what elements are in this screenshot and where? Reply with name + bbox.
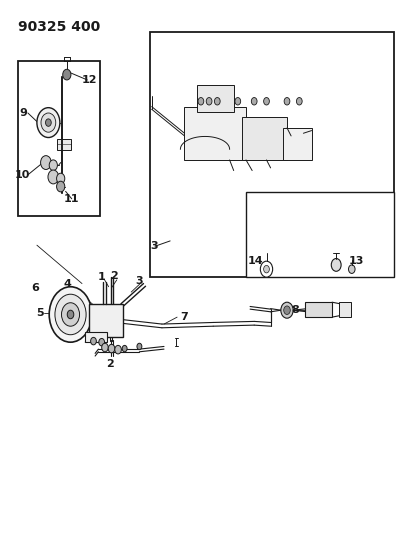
Circle shape	[49, 287, 92, 342]
Circle shape	[234, 98, 240, 105]
Circle shape	[283, 306, 290, 314]
Text: 10: 10	[15, 170, 30, 180]
Circle shape	[283, 98, 289, 105]
Circle shape	[37, 108, 60, 138]
Bar	[18, 61, 100, 216]
Circle shape	[48, 170, 58, 184]
Circle shape	[49, 160, 57, 171]
Circle shape	[40, 156, 51, 169]
Text: 11: 11	[64, 194, 79, 204]
Circle shape	[63, 69, 71, 80]
Bar	[89, 304, 123, 337]
Circle shape	[263, 98, 269, 105]
Circle shape	[251, 98, 256, 105]
Circle shape	[101, 343, 108, 352]
Bar	[56, 139, 70, 150]
Circle shape	[296, 98, 301, 105]
Text: 4: 4	[63, 279, 72, 288]
Circle shape	[214, 98, 220, 105]
Text: 90325 400: 90325 400	[18, 20, 101, 34]
Circle shape	[263, 265, 269, 273]
Circle shape	[206, 98, 211, 105]
Text: 1: 1	[98, 272, 105, 282]
Circle shape	[348, 265, 354, 273]
Bar	[282, 128, 311, 160]
Bar	[196, 85, 233, 112]
Circle shape	[45, 119, 51, 126]
Bar	[241, 117, 286, 160]
Circle shape	[56, 173, 65, 184]
Circle shape	[67, 310, 74, 319]
Circle shape	[61, 303, 79, 326]
Circle shape	[55, 294, 86, 335]
Text: 5: 5	[36, 308, 44, 318]
Bar	[184, 107, 245, 160]
Text: 9: 9	[20, 108, 28, 118]
Circle shape	[330, 259, 340, 271]
Circle shape	[56, 181, 65, 192]
Bar	[85, 332, 106, 342]
Circle shape	[90, 337, 96, 345]
Circle shape	[108, 344, 115, 353]
Text: 3: 3	[135, 277, 143, 286]
Bar	[245, 192, 393, 277]
Circle shape	[99, 338, 104, 346]
Circle shape	[198, 98, 203, 105]
Text: 8: 8	[291, 305, 298, 315]
Circle shape	[122, 345, 127, 352]
Circle shape	[260, 261, 272, 277]
Circle shape	[115, 345, 121, 354]
Text: 14: 14	[247, 256, 262, 266]
Circle shape	[280, 302, 292, 318]
Text: 12: 12	[81, 75, 97, 85]
Text: 2: 2	[106, 359, 113, 368]
Text: 13: 13	[348, 256, 364, 266]
Bar	[339, 302, 350, 317]
Bar	[305, 302, 331, 317]
Text: 3: 3	[150, 241, 157, 251]
Text: 7: 7	[180, 312, 187, 322]
Circle shape	[137, 343, 142, 350]
Text: 2: 2	[110, 271, 117, 281]
Text: 6: 6	[31, 283, 39, 293]
Bar	[149, 32, 393, 277]
Circle shape	[41, 113, 56, 132]
